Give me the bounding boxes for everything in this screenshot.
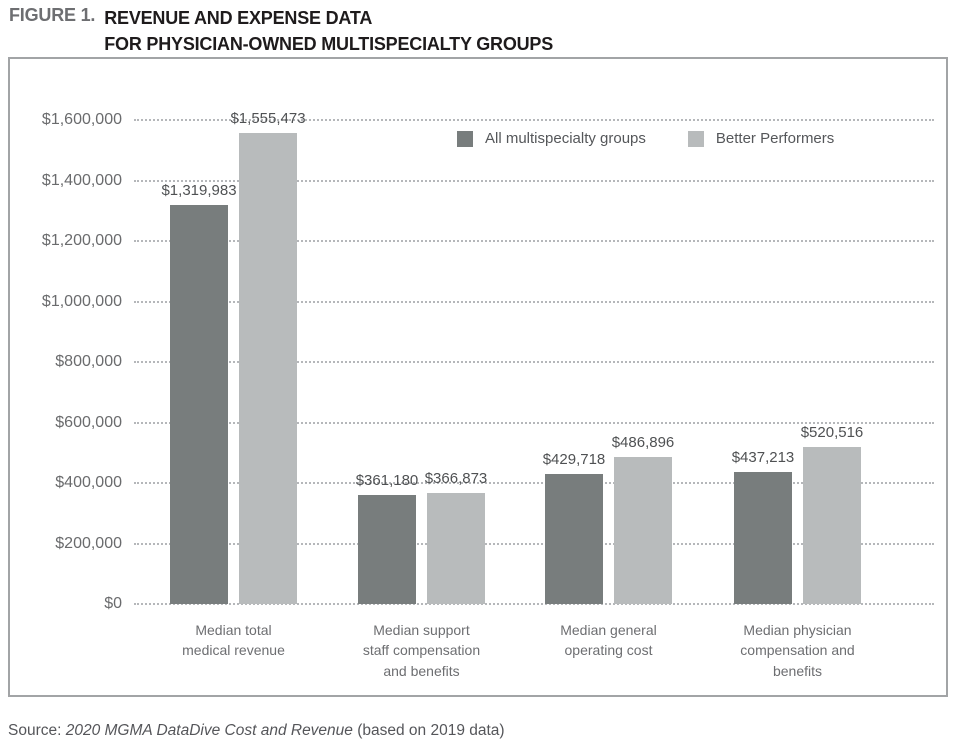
category-label-line: staff compensation [362, 642, 481, 659]
y-axis-tick-label: $1,600,000 [41, 111, 122, 128]
legend-label: Better Performers [715, 130, 835, 147]
bar-value-label: $486,896 [611, 433, 675, 451]
gridline [134, 603, 934, 605]
y-axis-tick-label: $0 [104, 595, 122, 612]
bar-value-label: $429,718 [542, 451, 606, 468]
category-label-line: Median total [195, 622, 272, 638]
category-label-line: and benefits [383, 662, 460, 679]
source-suffix: (based on 2019 data) [352, 722, 505, 739]
bar-value-label: $1,319,983 [161, 181, 237, 199]
bar [803, 446, 861, 604]
category-label-line: operating cost [564, 642, 653, 659]
legend-swatch-icon [687, 130, 704, 147]
y-axis-tick-label: $1,000,000 [41, 292, 122, 310]
y-axis-tick-label: $1,200,000 [41, 232, 122, 249]
source-prefix: Source: [8, 722, 66, 739]
category-label-line: benefits [772, 662, 823, 679]
source-citation: 2020 MGMA DataDive Cost and Revenue [65, 722, 353, 739]
figure-number-label: FIGURE 1. [9, 5, 96, 25]
bar [239, 133, 297, 604]
gridline [134, 542, 934, 545]
category-label: Median total medical revenue [134, 620, 334, 661]
bar-value-label: $520,516 [800, 423, 864, 441]
bar [545, 474, 603, 604]
bar-value-label: $361,180 [355, 471, 419, 489]
category-label-line: medical revenue [182, 642, 285, 659]
gridline [134, 179, 934, 182]
gridline [134, 240, 934, 242]
y-axis-tick-label: $400,000 [55, 474, 122, 491]
legend-swatch-icon [457, 130, 473, 147]
y-axis-tick-label: $600,000 [55, 413, 122, 431]
bar [614, 456, 672, 604]
category-label: Median physician compensation and benefits [698, 620, 898, 681]
figure-heading-line2: FOR PHYSICIAN-OWNED MULTISPECIALTY GROUP… [104, 34, 554, 54]
chart-legend: All multispecialty groups Better Performe… [457, 130, 834, 147]
category-label-line: Median support [373, 622, 470, 638]
gridline [134, 421, 934, 424]
bar [358, 494, 416, 604]
category-label-line: Median physician [743, 622, 852, 638]
category-label: Median general operating cost [509, 620, 709, 661]
category-label-line: Median general [560, 622, 657, 638]
legend-label: All multispecialty groups [485, 130, 646, 147]
category-label: Median support staff compensation and bene… [322, 620, 522, 681]
bar [427, 493, 485, 604]
bar [170, 204, 228, 604]
bar [734, 471, 792, 604]
bar-value-label: $366,873 [424, 470, 488, 488]
gridline [134, 361, 934, 363]
figure-title: FIGURE 1. REVENUE AND EXPENSE DATA FOR P… [9, 5, 553, 57]
gridline [134, 482, 934, 484]
bar-value-label: $437,213 [731, 448, 795, 466]
figure-heading: REVENUE AND EXPENSE DATA FOR PHYSICIAN-O… [104, 5, 553, 57]
y-axis-tick-label: $200,000 [55, 534, 122, 552]
bar-chart: $1,600,000 $1,400,000 $1,200,000 $1,000,000… [8, 57, 948, 697]
bar-value-label: $1,555,473 [230, 110, 306, 128]
gridline [134, 300, 934, 303]
legend-item: All multispecialty groups [457, 130, 646, 147]
source-note: Source: 2020 MGMA DataDive Cost and Reve… [8, 722, 505, 740]
figure-heading-line1: REVENUE AND EXPENSE DATA [104, 8, 373, 28]
y-axis-tick-label: $800,000 [55, 353, 122, 370]
y-axis-tick-label: $1,400,000 [41, 171, 122, 189]
legend-item: Better Performers [687, 130, 835, 147]
category-label-line: compensation and [740, 642, 855, 659]
gridline [134, 119, 934, 121]
